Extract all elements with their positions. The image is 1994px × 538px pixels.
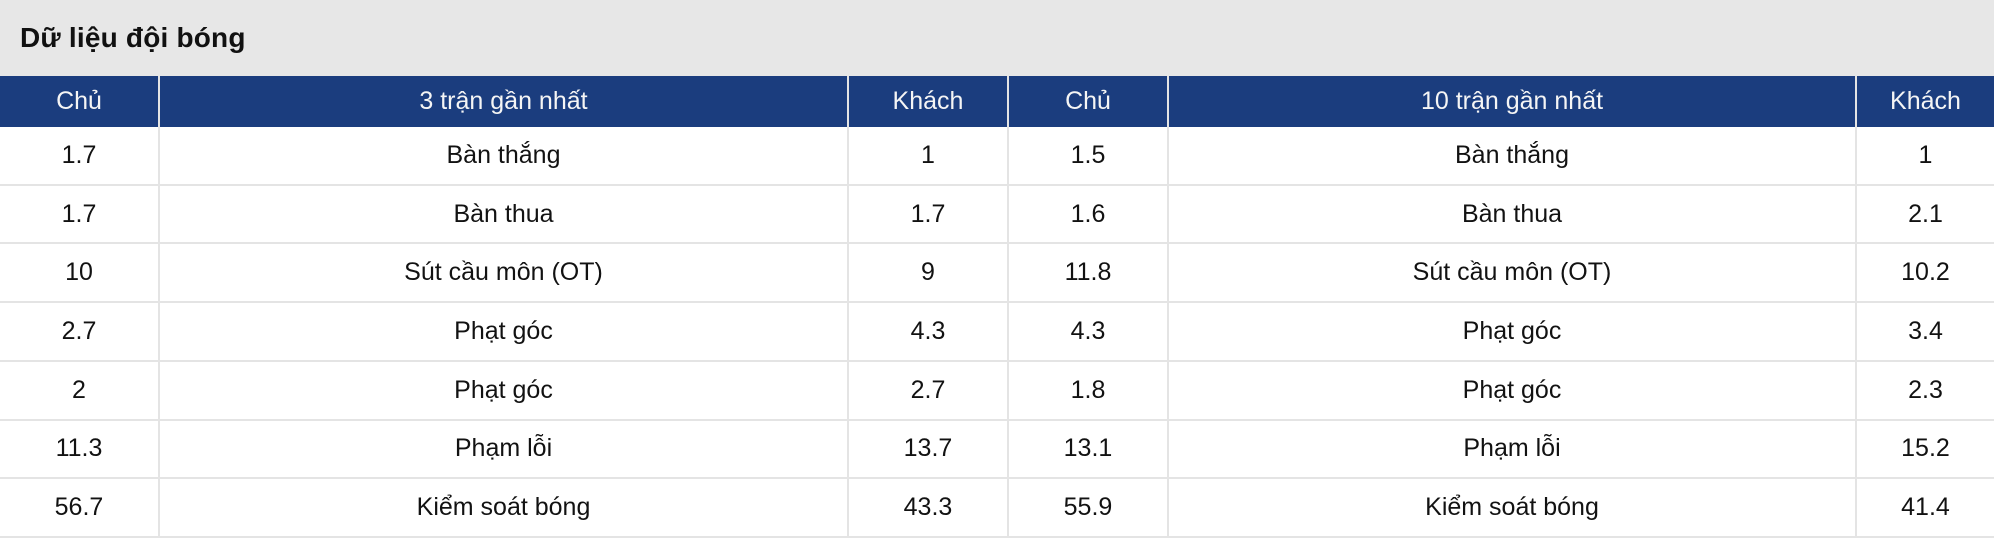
home-value: 13.1	[1007, 420, 1167, 478]
header-home-last10: Chủ	[1007, 76, 1167, 127]
page-title: Dữ liệu đội bóng	[20, 22, 246, 53]
away-value: 1	[847, 127, 1007, 184]
away-value: 15.2	[1855, 420, 1994, 478]
table-row: 1.7 Bàn thắng 1 1.5 Bàn thắng 1	[0, 127, 1994, 184]
away-value: 3.4	[1855, 303, 1994, 360]
home-value: 1.5	[1007, 127, 1167, 184]
home-value: 55.9	[1007, 479, 1167, 537]
away-value: 43.3	[847, 479, 1007, 537]
away-value: 2.7	[847, 361, 1007, 419]
away-value: 4.3	[847, 303, 1007, 360]
stat-label: Sút cầu môn (OT)	[1167, 244, 1855, 302]
stat-label: Bàn thua	[158, 185, 847, 243]
home-value: 10	[65, 258, 93, 287]
away-value: 1	[1855, 127, 1994, 184]
stat-label: Phạm lỗi	[158, 420, 847, 478]
header-period-last10: 10 trận gần nhất	[1167, 76, 1855, 127]
stat-label: Bàn thắng	[158, 127, 847, 184]
stat-label: Phạt góc	[1167, 361, 1855, 419]
stat-label: Kiểm soát bóng	[1167, 479, 1855, 537]
stat-label: Bàn thắng	[1167, 127, 1855, 184]
home-value: 1.7	[61, 199, 97, 228]
stat-label: Phạt góc	[158, 361, 847, 419]
home-value: 1.6	[1007, 185, 1167, 243]
home-value: 11.8	[1007, 244, 1167, 302]
title-bar: Dữ liệu đội bóng	[0, 0, 1994, 76]
away-value: 10.2	[1855, 244, 1994, 302]
away-value: 2.1	[1855, 185, 1994, 243]
home-value: 56.7	[54, 493, 104, 522]
home-value: 1.8	[1007, 361, 1167, 419]
table-row: 1.7 Bàn thua 1.7 1.6 Bàn thua 2.1	[0, 183, 1994, 243]
stat-label: Sút cầu môn (OT)	[158, 244, 847, 302]
header-away-last10: Khách	[1855, 76, 1994, 127]
table-row: 11.3 Phạm lỗi 13.7 13.1 Phạm lỗi 15.2	[0, 418, 1994, 478]
stat-label: Phạm lỗi	[1167, 420, 1855, 478]
header-home-last3: Chủ	[56, 87, 102, 115]
home-value: 4.3	[1007, 303, 1167, 360]
table-row: 56.7 Kiểm soát bóng 43.3 55.9 Kiểm soát …	[0, 477, 1994, 538]
away-value: 41.4	[1855, 479, 1994, 537]
table-row: 2 Phạt góc 2.7 1.8 Phạt góc 2.3	[0, 359, 1994, 419]
away-value: 2.3	[1855, 361, 1994, 419]
home-value: 11.3	[55, 434, 103, 463]
away-value: 13.7	[847, 420, 1007, 478]
table-header-row: Chủ 3 trận gần nhất Khách Chủ 10 trận gầ…	[0, 76, 1994, 127]
table-row: 10 Sút cầu môn (OT) 9 11.8 Sút cầu môn (…	[0, 242, 1994, 302]
home-value: 1.7	[61, 140, 97, 169]
stat-label: Bàn thua	[1167, 185, 1855, 243]
stat-label: Kiểm soát bóng	[158, 479, 847, 537]
stat-label: Phạt góc	[1167, 303, 1855, 360]
header-away-last3: Khách	[847, 76, 1007, 127]
stat-label: Phạt góc	[158, 303, 847, 360]
home-value: 2.7	[61, 317, 97, 346]
away-value: 1.7	[847, 185, 1007, 243]
home-value: 2	[72, 375, 86, 404]
header-period-last3: 3 trận gần nhất	[158, 76, 847, 127]
table-row: 2.7 Phạt góc 4.3 4.3 Phạt góc 3.4	[0, 301, 1994, 360]
away-value: 9	[847, 244, 1007, 302]
